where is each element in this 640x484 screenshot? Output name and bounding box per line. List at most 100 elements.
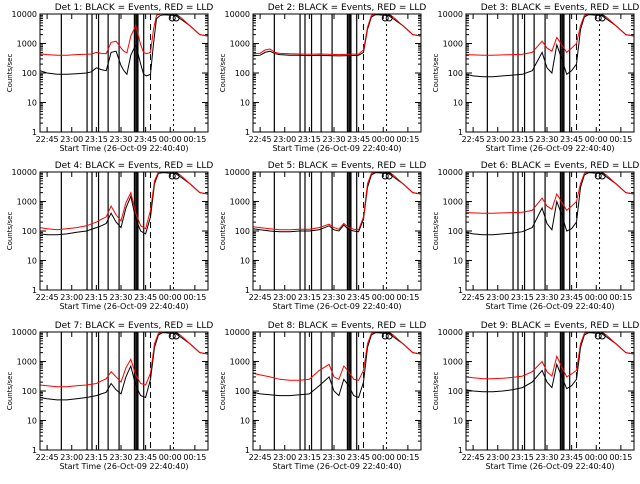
x-tick-label: 23:45	[560, 293, 583, 302]
chart-title: Det 3: BLACK = Events, RED = LLD	[481, 3, 640, 13]
peak-marker	[168, 332, 176, 340]
y-axis-label: Counts/sec	[6, 212, 14, 251]
peak-marker	[381, 172, 389, 180]
x-tick-label: 00:00	[372, 293, 395, 302]
y-tick-label: 10	[27, 257, 37, 266]
chart-panel-1: Det 1: BLACK = Events, RED = LLD 1 10 100 10…	[6, 3, 213, 153]
x-tick-label: 23:15	[85, 293, 108, 302]
peak-marker	[168, 14, 176, 22]
x-tick-label: 23:00	[486, 453, 509, 462]
y-tick-label: 100	[22, 227, 37, 236]
series-line-events	[39, 14, 209, 77]
plot-frame	[465, 171, 635, 291]
chart-panel-5: Det 5: BLACK = Events, RED = LLD 1 10 100 10…	[219, 161, 426, 311]
y-axis-label: Counts/sec	[6, 372, 14, 411]
y-tick-label: 1000	[230, 358, 250, 367]
x-tick-label: 23:30	[535, 135, 558, 144]
plot-frame	[252, 331, 422, 451]
x-tick-label: 23:30	[109, 135, 132, 144]
x-tick-label: 23:30	[322, 453, 345, 462]
x-axis-label: Start Time (26-Oct-09 22:40:40)	[272, 144, 401, 153]
x-tick-label: 23:30	[322, 293, 345, 302]
x-tick-label: 22:45	[462, 293, 485, 302]
peak-marker	[168, 172, 176, 180]
y-tick-label: 1000	[17, 198, 37, 207]
y-tick-label: 10	[453, 417, 463, 426]
x-tick-label: 23:15	[298, 293, 321, 302]
chart-title: Det 7: BLACK = Events, RED = LLD	[55, 321, 214, 331]
y-tick-label: 10	[27, 99, 37, 108]
y-tick-label: 100	[448, 69, 463, 78]
x-tick-label: 23:30	[322, 135, 345, 144]
x-tick-label: 23:15	[298, 135, 321, 144]
y-tick-label: 1	[245, 286, 250, 295]
peak-marker	[598, 14, 606, 22]
y-axis-label: Counts/sec	[432, 54, 440, 93]
y-tick-label: 1	[245, 446, 250, 455]
y-tick-label: 1	[32, 286, 37, 295]
chart-title: Det 5: BLACK = Events, RED = LLD	[268, 161, 427, 171]
peak-marker	[598, 332, 606, 340]
x-axis-label: Start Time (26-Oct-09 22:40:40)	[485, 302, 614, 311]
x-axis-label: Start Time (26-Oct-09 22:40:40)	[59, 302, 188, 311]
y-axis-label: Counts/sec	[432, 212, 440, 251]
peak-marker	[598, 172, 606, 180]
y-tick-label: 100	[448, 387, 463, 396]
x-tick-label: 23:45	[134, 135, 157, 144]
x-tick-label: 23:45	[560, 135, 583, 144]
chart-panel-7: Det 7: BLACK = Events, RED = LLD 1 10 100 10…	[6, 321, 213, 471]
series-line-lld	[39, 171, 209, 231]
x-tick-label: 23:30	[109, 293, 132, 302]
chart-panel-4: Det 4: BLACK = Events, RED = LLD 1 10 100 10…	[6, 161, 213, 311]
peak-marker	[385, 14, 393, 22]
series-line-events	[252, 172, 422, 233]
y-tick-label: 1000	[17, 40, 37, 49]
y-tick-label: 10000	[12, 10, 37, 19]
plot-frame	[39, 13, 209, 133]
y-tick-label: 1	[458, 286, 463, 295]
series-line-events	[39, 172, 209, 236]
x-tick-label: 00:00	[585, 293, 608, 302]
x-tick-label: 00:15	[183, 135, 206, 144]
y-tick-label: 10000	[438, 328, 463, 337]
x-tick-label: 00:15	[609, 453, 632, 462]
x-tick-label: 23:15	[511, 135, 534, 144]
peak-marker	[381, 14, 389, 22]
chart-title: Det 4: BLACK = Events, RED = LLD	[55, 161, 214, 171]
x-tick-label: 23:15	[511, 453, 534, 462]
chart-title: Det 9: BLACK = Events, RED = LLD	[481, 321, 640, 331]
y-tick-label: 10000	[225, 10, 250, 19]
x-tick-label: 00:15	[609, 293, 632, 302]
y-tick-label: 10	[240, 99, 250, 108]
series-line-lld	[252, 171, 422, 231]
x-tick-label: 23:30	[535, 293, 558, 302]
x-tick-label: 22:45	[249, 135, 272, 144]
x-tick-label: 23:00	[273, 293, 296, 302]
x-axis-label: Start Time (26-Oct-09 22:40:40)	[59, 144, 188, 153]
y-axis-label: Counts/sec	[432, 372, 440, 411]
plot-frame	[465, 13, 635, 133]
y-tick-label: 100	[448, 227, 463, 236]
x-axis-label: Start Time (26-Oct-09 22:40:40)	[272, 462, 401, 471]
y-tick-label: 10000	[12, 328, 37, 337]
peak-marker	[381, 332, 389, 340]
x-axis-label: Start Time (26-Oct-09 22:40:40)	[272, 302, 401, 311]
x-tick-label: 00:00	[372, 135, 395, 144]
peak-marker	[172, 332, 180, 340]
peak-marker	[385, 332, 393, 340]
series-line-events	[39, 332, 209, 401]
x-tick-label: 00:15	[183, 293, 206, 302]
x-tick-label: 22:45	[462, 135, 485, 144]
y-tick-label: 10000	[12, 168, 37, 177]
plot-frame	[39, 331, 209, 451]
y-tick-label: 10000	[225, 328, 250, 337]
y-axis-label: Counts/sec	[219, 372, 227, 411]
y-axis-label: Counts/sec	[219, 212, 227, 251]
x-tick-label: 00:00	[159, 453, 182, 462]
x-tick-label: 22:45	[36, 135, 59, 144]
x-tick-label: 00:00	[372, 453, 395, 462]
y-tick-label: 10	[453, 99, 463, 108]
x-tick-label: 00:00	[585, 453, 608, 462]
